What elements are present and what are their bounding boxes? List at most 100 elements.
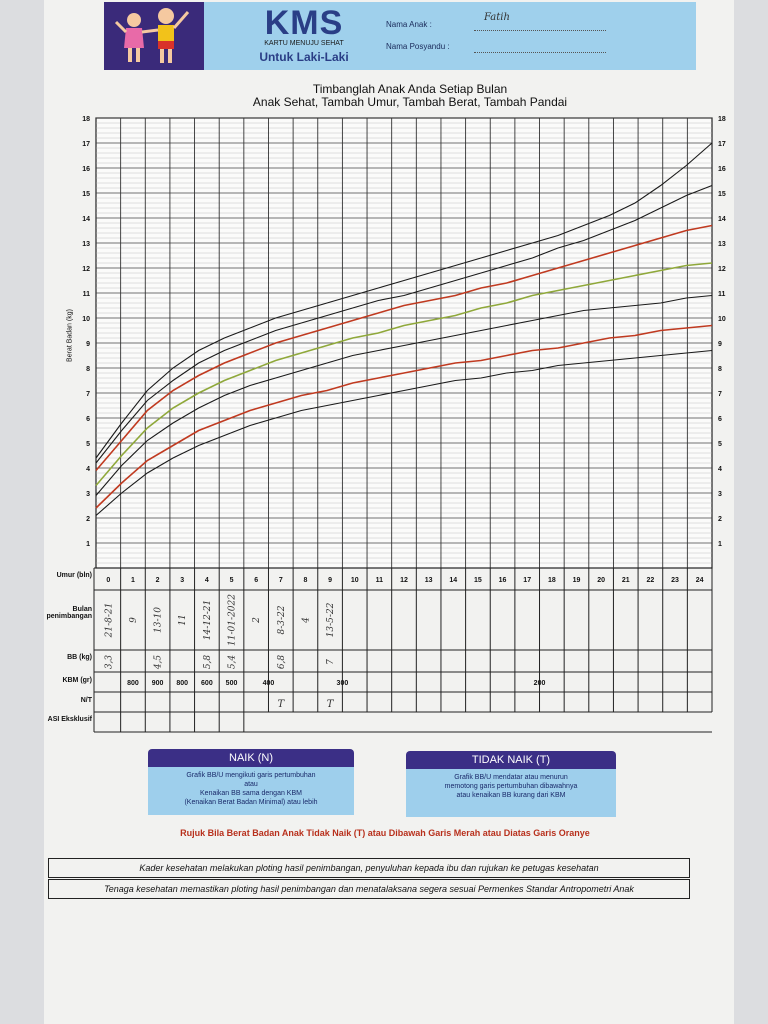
age-cell: 13 bbox=[425, 577, 433, 584]
age-cell: 15 bbox=[474, 577, 482, 584]
age-cell: 17 bbox=[523, 577, 531, 584]
nt-mark: T bbox=[327, 699, 335, 710]
posyandu-label: Nama Posyandu : bbox=[386, 42, 450, 51]
y-tick-right: 5 bbox=[718, 441, 722, 448]
naik-line-4: (Kenaikan Berat Badan Minimal) atau lebi… bbox=[184, 799, 318, 806]
y-tick-left: 6 bbox=[86, 416, 90, 423]
y-tick-left: 3 bbox=[86, 491, 90, 498]
naik-legend: NAIK (N) Grafik BB/U mengikuti garis per… bbox=[148, 749, 354, 815]
age-cell: 4 bbox=[205, 577, 209, 584]
growth-curve-5 bbox=[95, 294, 713, 496]
chart-subtitle: Anak Sehat, Tambah Umur, Tambah Berat, T… bbox=[252, 95, 568, 109]
age-cell: 19 bbox=[573, 577, 581, 584]
y-tick-left: 16 bbox=[82, 166, 90, 173]
y-tick-right: 16 bbox=[718, 166, 726, 173]
tidak-naik-legend: TIDAK NAIK (T) Grafik BB/U mendatar atau… bbox=[406, 751, 616, 817]
y-tick-left: 1 bbox=[86, 541, 90, 548]
kbm-cell: 300 bbox=[337, 680, 349, 687]
gender-label: Untuk Laki-Laki bbox=[259, 50, 349, 64]
tidak-naik-line-3: atau kenaikan BB kurang dari KBM bbox=[456, 792, 566, 799]
weigh-date-cell: 4 bbox=[301, 617, 311, 624]
kbm-cell: 500 bbox=[226, 680, 238, 687]
cadre-note: Kader kesehatan melakukan ploting hasil … bbox=[48, 858, 690, 878]
tidak-naik-line-2: memotong garis pertumbuhan dibawahnya bbox=[444, 783, 578, 790]
growth-curve-3 bbox=[95, 224, 713, 472]
age-cell: 24 bbox=[696, 577, 704, 584]
y-tick-left: 8 bbox=[86, 366, 90, 373]
nt-mark: T bbox=[277, 699, 285, 710]
row-label-asi: ASI Eksklusif bbox=[47, 716, 92, 723]
tidak-naik-title: TIDAK NAIK (T) bbox=[406, 751, 616, 769]
weigh-date-cell: 13-10 bbox=[154, 607, 164, 633]
y-tick-left: 10 bbox=[82, 316, 90, 323]
growth-curve-4 bbox=[95, 262, 713, 487]
y-tick-right: 14 bbox=[718, 216, 726, 223]
child-name-value: Fatih bbox=[484, 12, 510, 23]
age-cell: 11 bbox=[376, 577, 384, 584]
weigh-date-cell: 11-01-2022 bbox=[228, 594, 238, 646]
kbm-cell: 200 bbox=[534, 680, 546, 687]
age-cell: 18 bbox=[548, 577, 556, 584]
y-tick-right: 7 bbox=[718, 391, 722, 398]
row-label-weigh-month: Bulan penimbangan bbox=[46, 606, 92, 620]
y-tick-right: 6 bbox=[718, 416, 722, 423]
naik-line-2: atau bbox=[244, 781, 258, 788]
growth-curve-7 bbox=[95, 349, 713, 516]
y-tick-left: 7 bbox=[86, 391, 90, 398]
weight-cell: 7 bbox=[326, 659, 336, 665]
row-label-kbm: KBM (gr) bbox=[62, 677, 92, 684]
weigh-date-cell: 2 bbox=[252, 617, 262, 624]
age-cell: 20 bbox=[597, 577, 605, 584]
tidak-naik-description: Grafik BB/U mendatar atau menurun memoto… bbox=[406, 769, 616, 817]
y-tick-right: 12 bbox=[718, 266, 726, 273]
y-tick-right: 18 bbox=[718, 116, 726, 123]
age-cell: 23 bbox=[671, 577, 679, 584]
y-tick-left: 9 bbox=[86, 341, 90, 348]
logo-title: KMS bbox=[264, 4, 344, 42]
row-label-nt: N/T bbox=[80, 697, 92, 704]
weigh-date-cell: 9 bbox=[129, 617, 139, 623]
age-cell: 14 bbox=[449, 577, 457, 584]
y-tick-right: 11 bbox=[718, 291, 726, 298]
weigh-date-cell: 13-5-22 bbox=[326, 602, 336, 637]
naik-description: Grafik BB/U mengikuti garis pertumbuhan … bbox=[148, 767, 354, 815]
age-cell: 1 bbox=[131, 577, 135, 584]
age-cell: 0 bbox=[106, 577, 110, 584]
growth-curve-6 bbox=[95, 324, 713, 509]
posyandu-line bbox=[474, 52, 606, 53]
logo-subtitle: KARTU MENUJU SEHAT bbox=[264, 40, 344, 47]
y-tick-left: 5 bbox=[86, 441, 90, 448]
y-tick-left: 18 bbox=[82, 116, 90, 123]
y-tick-left: 15 bbox=[82, 191, 90, 198]
children-illustration bbox=[104, 2, 204, 70]
child-name-line bbox=[474, 30, 606, 31]
age-cell: 16 bbox=[499, 577, 507, 584]
growth-curve-2 bbox=[95, 184, 713, 464]
naik-line-1: Grafik BB/U mengikuti garis pertumbuhan bbox=[186, 772, 316, 779]
y-tick-right: 15 bbox=[718, 191, 726, 198]
kbm-cell: 900 bbox=[152, 680, 164, 687]
y-tick-right: 2 bbox=[718, 516, 722, 523]
kms-logo: KMS KARTU MENUJU SEHAT bbox=[246, 4, 362, 47]
age-cell: 7 bbox=[279, 577, 283, 584]
age-cell: 22 bbox=[647, 577, 655, 584]
age-cell: 12 bbox=[400, 577, 408, 584]
naik-title: NAIK (N) bbox=[148, 749, 354, 767]
y-tick-right: 17 bbox=[718, 141, 726, 148]
age-cell: 9 bbox=[328, 577, 332, 584]
y-tick-right: 8 bbox=[718, 366, 722, 373]
weigh-date-cell: 21-8-21 bbox=[104, 603, 114, 639]
weight-cell: 4,5 bbox=[154, 655, 164, 671]
weight-cell: 6,8 bbox=[277, 655, 287, 670]
y-tick-right: 3 bbox=[718, 491, 722, 498]
kbm-cell: 600 bbox=[201, 680, 213, 687]
y-tick-left: 13 bbox=[82, 241, 90, 248]
age-cell: 10 bbox=[351, 577, 359, 584]
weight-cell: 5,8 bbox=[203, 655, 213, 670]
weigh-date-cell: 14-12-21 bbox=[203, 600, 213, 640]
age-cell: 2 bbox=[156, 577, 160, 584]
y-tick-right: 9 bbox=[718, 341, 722, 348]
growth-curve-1 bbox=[95, 142, 713, 459]
y-tick-right: 4 bbox=[718, 466, 722, 473]
